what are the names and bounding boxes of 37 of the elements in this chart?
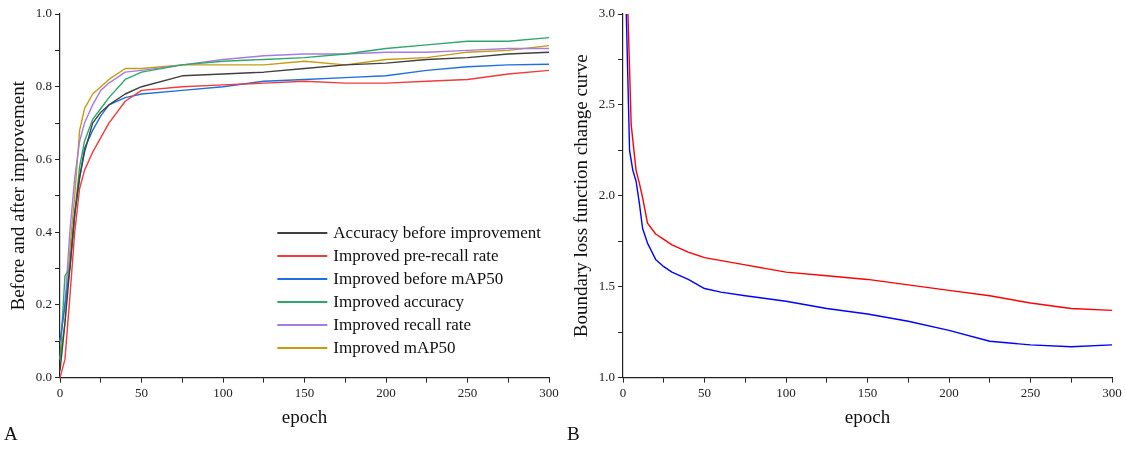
x-axis-title: epoch: [281, 405, 328, 427]
y-tick-label: 0.0: [35, 369, 53, 385]
y-tick-label: 2.0: [598, 187, 616, 203]
x-tick-label: 0: [56, 384, 64, 400]
y-tick-label: 0.8: [35, 78, 53, 94]
legend-label: Improved pre-recall rate: [333, 245, 499, 265]
y-tick-label: 3.0: [598, 5, 616, 21]
x-tick-label: 250: [457, 384, 478, 400]
y-tick-label: 0.6: [35, 150, 53, 166]
x-tick-label: 0: [619, 384, 627, 400]
y-tick-label: 1.0: [598, 369, 616, 385]
x-tick-label: 200: [939, 384, 959, 400]
y-tick-label: 2.5: [598, 96, 616, 112]
y-tick-label: 0.4: [35, 223, 53, 239]
y-tick-label: 0.2: [35, 296, 53, 312]
x-tick-label: 100: [213, 384, 233, 400]
x-tick-label: 100: [776, 384, 796, 400]
x-tick-label: 150: [857, 384, 878, 400]
x-tick-label: 50: [135, 384, 149, 400]
legend-label: Improved mAP50: [333, 337, 456, 357]
x-tick-label: 300: [1102, 384, 1122, 400]
y-axis-title: Before and after improvement: [7, 80, 29, 311]
y-tick-label: 1.5: [598, 278, 616, 294]
x-axis-title: epoch: [844, 405, 891, 427]
legend-label: Improved accuracy: [333, 291, 465, 311]
legend-label: Improved recall rate: [333, 314, 472, 334]
x-tick-label: 300: [539, 384, 559, 400]
x-tick-label: 50: [698, 384, 712, 400]
text: A: [4, 423, 18, 445]
x-tick-label: 150: [294, 384, 315, 400]
x-tick-label: 250: [1020, 384, 1041, 400]
y-tick-label: 1.0: [35, 5, 53, 21]
legend-label: Improved before mAP50: [333, 268, 504, 288]
x-tick-label: 200: [376, 384, 396, 400]
legend-label: Accuracy before improvement: [333, 222, 542, 242]
text: B: [567, 423, 580, 445]
y-axis-title: Boundary loss function change curve: [570, 54, 592, 338]
